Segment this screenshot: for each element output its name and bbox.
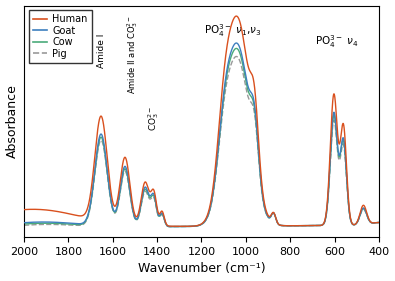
Text: Amide I: Amide I (96, 34, 105, 68)
Text: PO$_4^{3-}$ $\mathit{\nu}_1$,$\mathit{\nu}_3$: PO$_4^{3-}$ $\mathit{\nu}_1$,$\mathit{\n… (204, 22, 261, 38)
Text: CO$_3^{2-}$: CO$_3^{2-}$ (147, 105, 161, 131)
Y-axis label: Absorbance: Absorbance (6, 84, 19, 158)
Text: PO$_4^{3-}$ $\mathit{\nu}_4$: PO$_4^{3-}$ $\mathit{\nu}_4$ (315, 33, 359, 50)
X-axis label: Wavenumber (cm⁻¹): Wavenumber (cm⁻¹) (138, 262, 265, 275)
Text: Amide II and CO$_3^{2-}$: Amide II and CO$_3^{2-}$ (125, 15, 140, 94)
Legend: Human, Goat, Cow, Pig: Human, Goat, Cow, Pig (29, 10, 92, 63)
